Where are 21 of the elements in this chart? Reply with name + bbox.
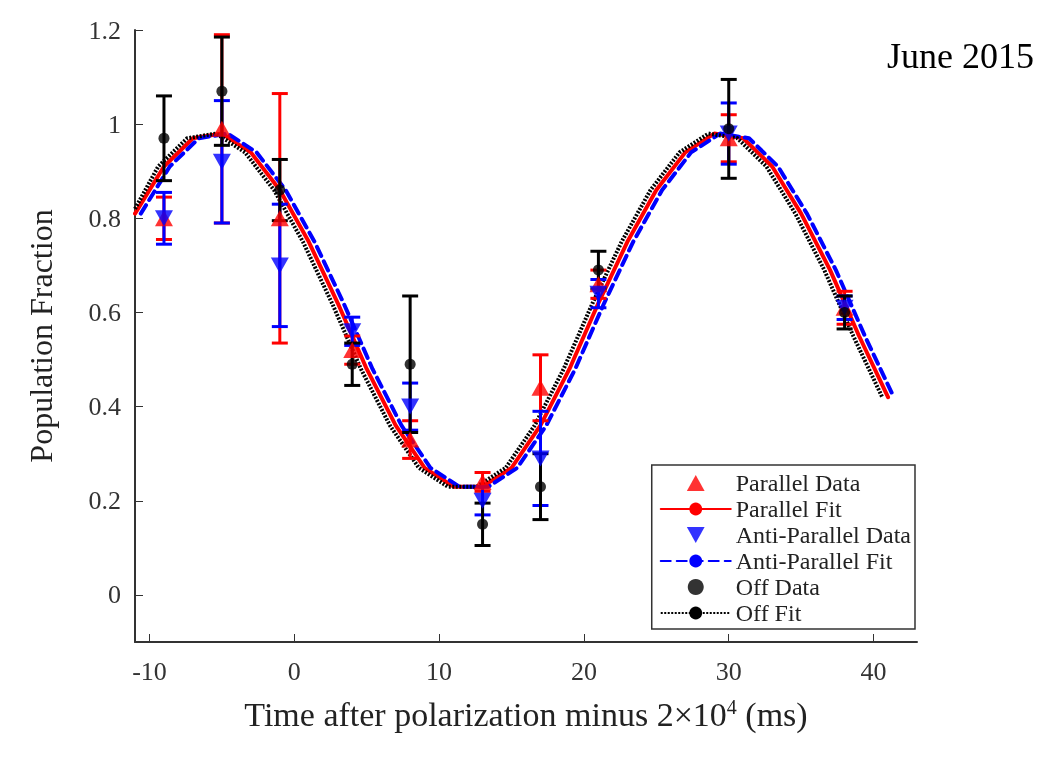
x-tick-label: 30 xyxy=(715,656,742,686)
legend-label: Off Fit xyxy=(735,600,802,626)
y-tick-label: 0 xyxy=(108,580,121,610)
y-tick-label: 0.2 xyxy=(88,486,121,516)
y-tick-label: 1.2 xyxy=(88,15,121,45)
x-tick-label: 40 xyxy=(860,656,887,686)
legend-label: Parallel Fit xyxy=(735,496,843,522)
legend-label: Parallel Data xyxy=(735,470,861,496)
annotation: June 2015 xyxy=(887,36,1035,76)
x-tick-label: 0 xyxy=(287,656,301,686)
y-axis-title: Population Fraction xyxy=(23,209,59,463)
y-tick-label: 0.4 xyxy=(88,392,121,422)
x-tick-label: 10 xyxy=(426,656,453,686)
x-tick-label: 20 xyxy=(570,656,597,686)
legend-label: Anti-Parallel Data xyxy=(735,522,912,548)
y-tick-label: 1 xyxy=(108,109,121,139)
y-tick-label: 0.6 xyxy=(88,297,121,327)
x-tick-label: -10 xyxy=(132,656,167,686)
y-tick-label: 0.8 xyxy=(88,203,121,233)
legend-label: Off Data xyxy=(735,574,821,600)
legend-label: Anti-Parallel Fit xyxy=(735,548,893,574)
